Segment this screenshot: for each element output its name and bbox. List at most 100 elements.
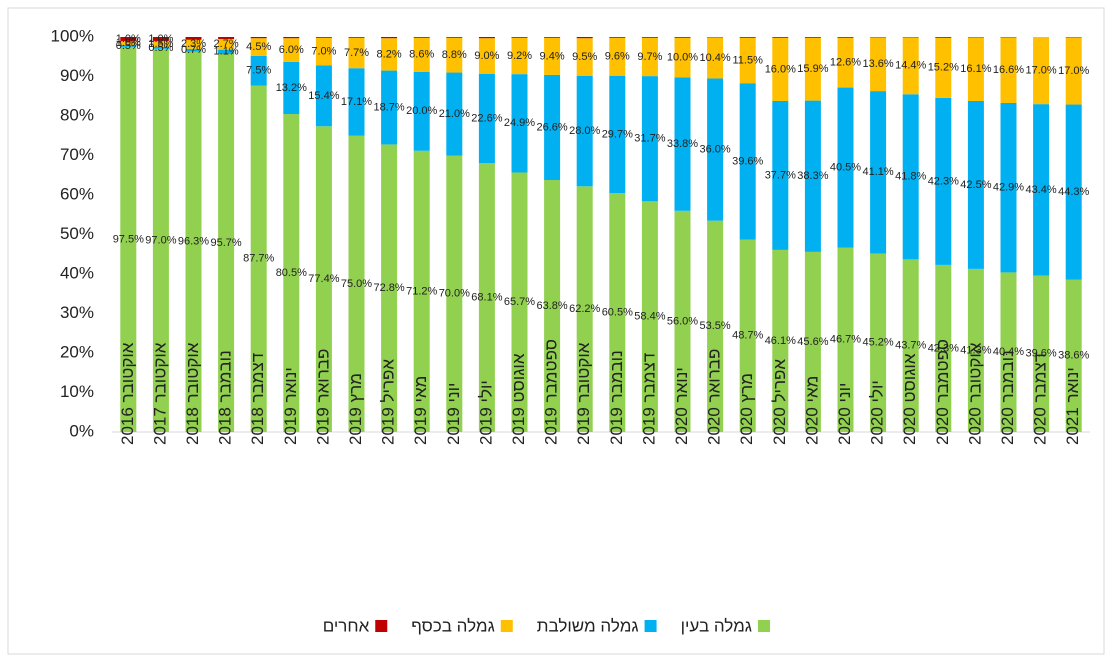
data-label: 39.6% [732,155,763,167]
data-label: 96.3% [178,236,209,248]
data-label: 41.8% [895,171,926,183]
data-label: 15.2% [928,62,959,74]
legend-swatch [758,620,770,632]
data-label: 8.6% [409,49,434,61]
data-label: 4.5% [246,41,271,53]
bar-segment [838,37,854,38]
bar-segment [805,37,821,38]
data-label: 7.5% [246,65,271,77]
data-label: 2.7% [214,38,239,50]
data-label: 10.0% [667,51,698,63]
x-tick-label: נובמבר 2020 [998,350,1017,445]
data-label: 1.0% [116,33,141,45]
y-tick-label: 60% [60,184,94,203]
x-tick-label: יולי 2019 [476,380,495,445]
bar-segment [479,37,495,38]
x-tick-label: דצמבר 2018 [248,353,267,445]
data-label: 80.5% [276,267,307,279]
data-label: 37.7% [765,169,796,181]
data-label: 97.5% [113,233,144,245]
y-tick-label: 30% [60,303,94,322]
bar-segment [349,37,365,38]
x-tick-label: פברואר 2020 [705,349,724,445]
bar-segment [283,37,299,38]
data-label: 43.7% [895,340,926,352]
data-label: 8.2% [377,48,402,60]
y-tick-label: 100% [51,26,94,45]
data-label: 13.2% [276,82,307,94]
data-label: 62.2% [569,303,600,315]
x-tick-label: אוקטובר 2018 [183,342,202,445]
x-tick-label: ינואר 2021 [1063,367,1082,445]
data-label: 24.9% [504,117,535,129]
bar-segment [675,37,691,38]
legend-swatch [501,620,513,632]
data-label: 20.0% [406,105,437,117]
data-label: 42.3% [928,175,959,187]
x-tick-label: אוקטובר 2020 [965,342,984,445]
data-label: 11.5% [733,54,764,66]
data-label: 15.4% [308,90,339,102]
data-label: 6.0% [279,44,304,56]
data-label: 13.6% [862,58,893,70]
x-tick-label: נובמבר 2018 [216,350,235,445]
data-label: 60.5% [602,306,633,318]
x-tick-label: נובמבר 2019 [607,350,626,445]
data-label: 9.4% [540,50,565,62]
bar-segment [935,37,951,38]
data-label: 10.4% [699,52,730,64]
bar-segment [512,37,528,38]
data-label: 16.0% [765,63,796,75]
y-tick-label: 90% [60,66,94,85]
data-label: 68.1% [471,291,502,303]
data-label: 9.0% [474,50,499,62]
data-label: 9.2% [507,50,532,62]
data-label: 38.3% [797,170,828,182]
data-label: 44.3% [1058,186,1089,198]
data-label: 70.0% [439,288,470,300]
x-tick-label: דצמבר 2020 [1031,353,1050,445]
data-label: 8.8% [442,49,467,61]
bar-segment [740,37,756,38]
bar-segment [414,37,430,38]
data-label: 45.6% [797,336,828,348]
x-tick-label: ספטמבר 2020 [933,339,952,445]
data-label: 56.0% [667,315,698,327]
data-label: 77.4% [308,273,339,285]
data-label: 31.7% [634,133,665,145]
data-label: 87.7% [243,253,274,265]
data-label: 46.7% [830,334,861,346]
y-tick-label: 10% [60,382,94,401]
x-tick-label: ינואר 2020 [672,367,691,445]
bar-segment [609,37,625,38]
data-label: 16.1% [960,63,991,75]
data-label: 46.1% [765,335,796,347]
data-label: 17.1% [341,96,372,108]
data-label: 1.0% [148,33,173,45]
data-label: 12.6% [830,57,861,69]
legend-label: גמלה משולבת [537,616,639,635]
data-label: 17.0% [1058,65,1089,77]
data-label: 72.8% [373,282,404,294]
bar-segment [446,37,462,38]
data-label: 41.1% [862,166,893,178]
x-tick-label: אוקטובר 2019 [574,342,593,445]
data-label: 63.8% [536,300,567,312]
x-tick-label: ספטמבר 2019 [542,339,561,445]
data-label: 53.5% [699,320,730,332]
x-tick-label: יוני 2020 [835,383,854,445]
y-tick-label: 70% [60,145,94,164]
x-tick-label: פברואר 2019 [313,349,332,445]
data-label: 22.6% [471,112,502,124]
x-tick-label: ינואר 2019 [281,367,300,445]
data-label: 7.7% [344,47,369,59]
bar-segment [316,37,332,38]
x-tick-label: מרץ 2020 [737,373,756,445]
legend-label: גמלה בעין [681,616,752,635]
legend-swatch [375,620,387,632]
y-tick-label: 50% [60,224,94,243]
data-label: 75.0% [341,278,372,290]
data-label: 9.7% [637,51,662,63]
data-label: 2.3% [181,38,206,50]
